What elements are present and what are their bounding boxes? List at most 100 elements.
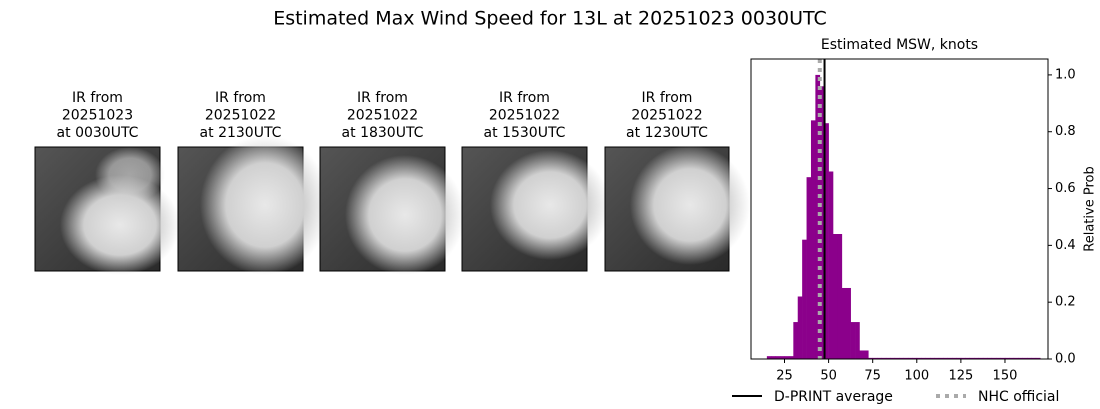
bar <box>1009 357 1015 359</box>
bar <box>1004 357 1010 359</box>
bar <box>930 357 935 359</box>
bar <box>788 356 794 359</box>
bar <box>960 357 966 359</box>
bar <box>841 287 847 359</box>
bar <box>938 357 944 359</box>
bar <box>1031 357 1037 359</box>
x-tick-label: 100 <box>904 369 929 384</box>
bar <box>965 357 970 359</box>
ir-image <box>319 146 465 275</box>
bar <box>982 357 988 359</box>
panel-label: IR from <box>357 90 408 106</box>
bar <box>1035 357 1041 359</box>
bar <box>991 357 997 359</box>
bar <box>974 357 979 359</box>
bar <box>855 322 860 359</box>
bar <box>828 171 834 359</box>
bar <box>846 287 851 359</box>
bar <box>793 322 799 359</box>
bar <box>907 357 913 359</box>
bar <box>912 357 918 359</box>
panel-label: at 1530UTC <box>484 125 566 141</box>
bar <box>819 86 825 359</box>
bar <box>916 357 922 359</box>
bar <box>771 356 776 359</box>
bar <box>903 357 909 359</box>
bar <box>859 350 865 359</box>
panel-label: at 1230UTC <box>626 125 708 141</box>
bar <box>837 234 843 359</box>
histogram-chart: Estimated MSW, knots 25 50 75 100 125 150 0.0 0.… <box>732 37 1098 405</box>
bar <box>885 357 891 359</box>
ir-image <box>461 146 610 272</box>
panel-label: at 2130UTC <box>200 125 282 141</box>
panel-label: IR from <box>642 90 693 106</box>
bar <box>1013 357 1019 359</box>
bar <box>872 357 878 359</box>
panel-label: 20251022 <box>347 108 418 124</box>
bar <box>868 357 873 359</box>
ir-image <box>604 145 750 272</box>
bar <box>824 123 829 359</box>
x-tick-label: 125 <box>948 369 973 384</box>
bar <box>956 357 962 359</box>
panel-label: 20251022 <box>205 108 276 124</box>
bar <box>815 74 821 359</box>
panel-label: at 0030UTC <box>57 125 139 141</box>
bar <box>987 357 993 359</box>
panel-label: IR from <box>499 90 550 106</box>
bar <box>899 357 904 359</box>
bar <box>1018 357 1023 359</box>
bar <box>921 357 926 359</box>
bar <box>780 356 785 359</box>
bar <box>947 357 953 359</box>
bar <box>943 357 948 359</box>
x-tick-label: 50 <box>820 369 837 384</box>
ir-image <box>177 135 330 275</box>
bar <box>850 322 856 359</box>
y-tick-label: 1.0 <box>1055 67 1076 82</box>
y-tick-label: 0.0 <box>1055 352 1076 367</box>
bar <box>1027 357 1032 359</box>
y-axis-label: Relative Prob <box>1083 166 1098 251</box>
bar <box>978 357 984 359</box>
chart-title: Estimated MSW, knots <box>821 37 978 53</box>
panel-label: at 1830UTC <box>342 125 424 141</box>
ir-image <box>34 146 180 275</box>
bar <box>833 234 838 359</box>
bar <box>969 357 975 359</box>
bar <box>863 350 869 359</box>
bar <box>806 177 812 359</box>
panel-label: IR from <box>72 90 123 106</box>
panel-label: 20251022 <box>489 108 560 124</box>
y-tick-label: 0.6 <box>1055 181 1076 196</box>
bar <box>1022 357 1028 359</box>
bar <box>934 357 940 359</box>
bar <box>797 296 803 359</box>
x-tick-label: 75 <box>864 369 881 384</box>
bar <box>784 356 790 359</box>
bar <box>810 120 816 359</box>
y-tick-label: 0.2 <box>1055 295 1076 310</box>
figure-title: Estimated Max Wind Speed for 13L at 2025… <box>273 8 827 30</box>
bar <box>996 357 1001 359</box>
bar <box>881 357 887 359</box>
y-tick-label: 0.4 <box>1055 238 1076 253</box>
x-tick-label: 150 <box>993 369 1018 384</box>
y-tick-label: 0.8 <box>1055 124 1076 139</box>
bar <box>802 239 807 359</box>
bar <box>766 356 772 359</box>
legend-label: D-PRINT average <box>774 389 893 405</box>
bar <box>775 356 781 359</box>
bar <box>877 357 882 359</box>
plot-frame <box>750 58 1049 360</box>
panel-label: IR from <box>215 90 266 106</box>
panel-label: 20251022 <box>631 108 702 124</box>
bar <box>890 357 896 359</box>
bar <box>894 357 900 359</box>
bar <box>952 357 957 359</box>
bar <box>925 357 931 359</box>
x-tick-label: 25 <box>776 369 793 384</box>
